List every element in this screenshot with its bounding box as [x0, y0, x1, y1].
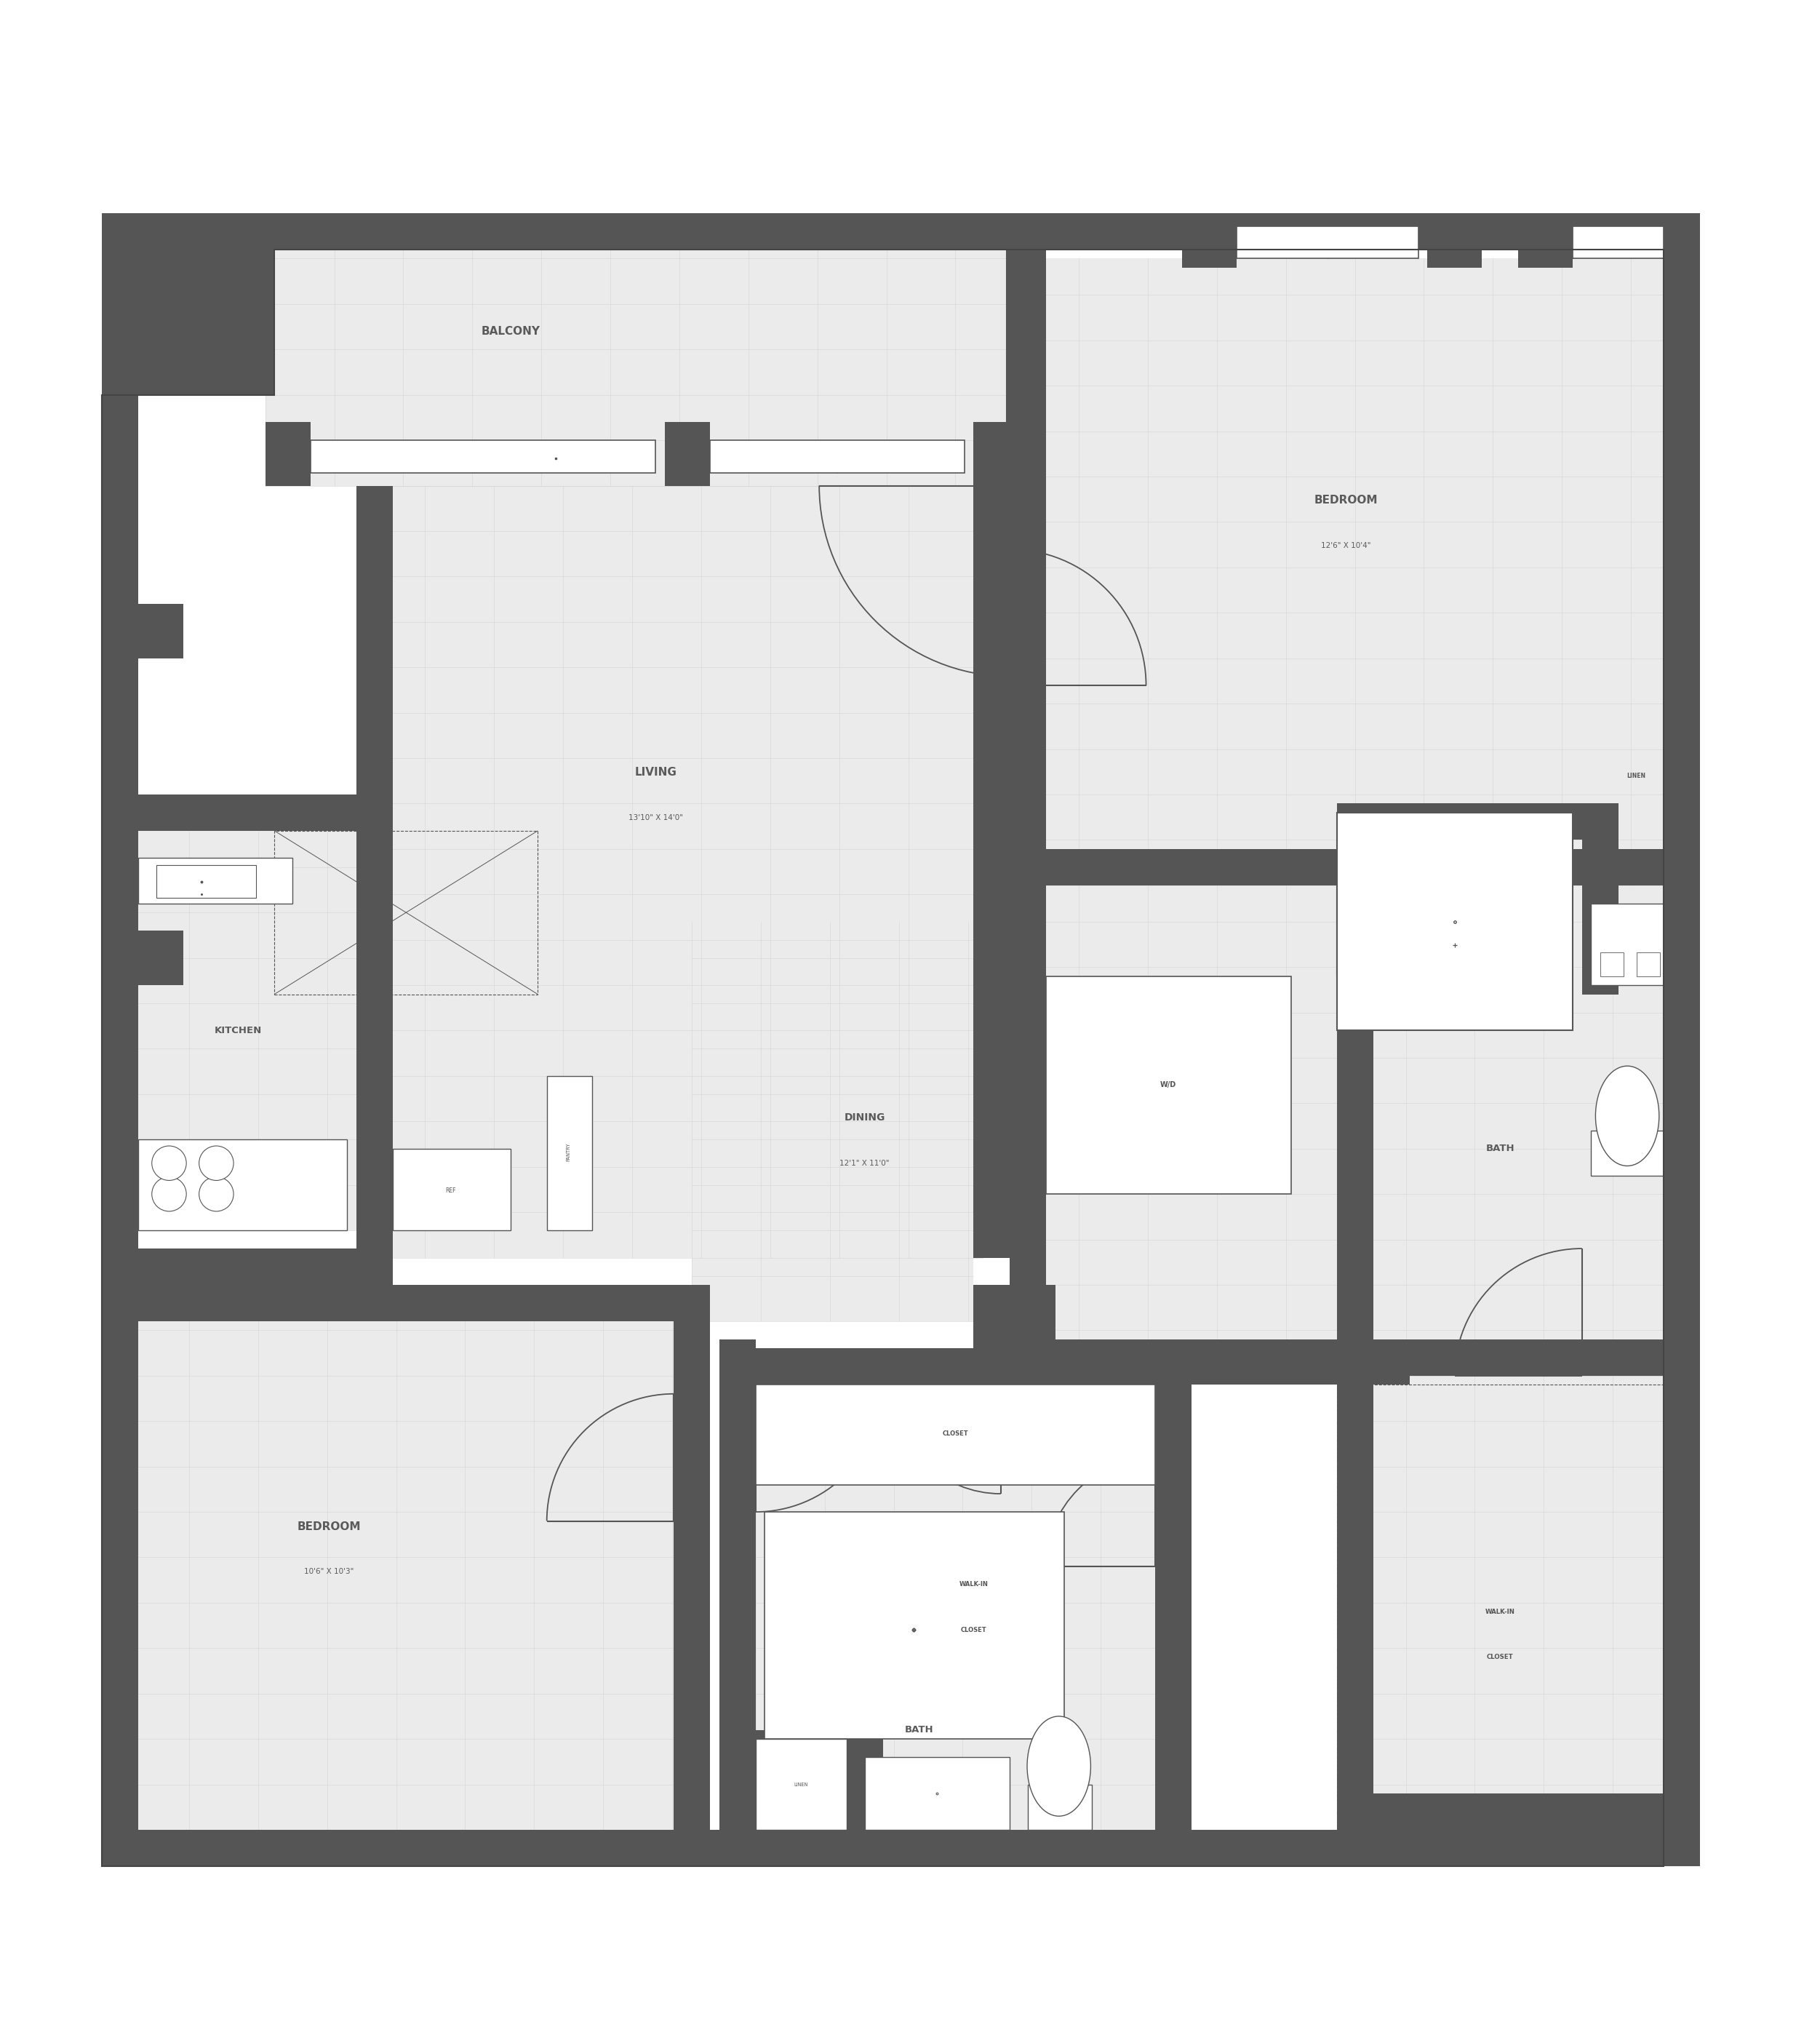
Bar — [266, 423, 311, 486]
Bar — [974, 1285, 1056, 1385]
Bar — [138, 1248, 393, 1285]
Bar — [764, 1512, 1065, 1739]
Bar — [1010, 249, 1046, 885]
Text: 12'6" X 10'4": 12'6" X 10'4" — [1321, 541, 1370, 550]
Text: WALK-IN: WALK-IN — [959, 1581, 988, 1587]
Text: PANTRY: PANTRY — [566, 1142, 571, 1162]
Bar — [1336, 1340, 1700, 1375]
Bar — [102, 1831, 1700, 1865]
Bar — [102, 1258, 184, 1312]
Bar — [102, 605, 184, 658]
Bar — [864, 1757, 1010, 1831]
Text: BALCONY: BALCONY — [480, 325, 541, 337]
Text: BATH: BATH — [905, 1724, 934, 1735]
Bar — [1010, 259, 1691, 885]
Bar — [138, 858, 293, 903]
Bar — [311, 441, 655, 474]
Text: 12'1" X 11'0": 12'1" X 11'0" — [839, 1160, 890, 1167]
Text: REF: REF — [446, 1187, 455, 1193]
Bar — [1336, 1385, 1663, 1831]
Bar — [1336, 803, 1372, 1375]
Bar — [1156, 1340, 1192, 1831]
Text: CLOSET: CLOSET — [961, 1626, 986, 1632]
Text: KITCHEN: KITCHEN — [215, 1026, 262, 1036]
Bar — [664, 423, 710, 486]
Bar — [974, 486, 1010, 1258]
Bar — [120, 832, 357, 1230]
Bar — [546, 1077, 592, 1230]
Bar — [102, 932, 184, 985]
Bar — [102, 249, 275, 394]
Bar — [157, 866, 257, 899]
Text: W/D: W/D — [1159, 1081, 1176, 1089]
Bar — [1582, 803, 1618, 995]
Bar — [1336, 1367, 1372, 1831]
Bar — [266, 249, 1010, 486]
Bar — [1336, 803, 1591, 840]
Bar — [1183, 212, 1238, 268]
Circle shape — [151, 1146, 186, 1181]
Bar — [357, 486, 393, 1258]
Bar — [1572, 227, 1663, 259]
Bar — [102, 212, 1700, 249]
Bar — [1046, 977, 1292, 1193]
Bar — [1663, 212, 1700, 1865]
Bar — [1518, 212, 1572, 268]
Text: 10'6" X 10'3": 10'6" X 10'3" — [304, 1569, 353, 1575]
Bar — [755, 1730, 792, 1831]
Text: 13'10" X 14'0": 13'10" X 14'0" — [628, 815, 682, 821]
Text: BEDROOM: BEDROOM — [1314, 494, 1378, 507]
Bar — [755, 1385, 1156, 1485]
Bar — [1336, 813, 1572, 1030]
Bar — [692, 921, 974, 1322]
Text: LIVING: LIVING — [635, 768, 677, 778]
Bar — [673, 1285, 710, 1831]
Bar — [1336, 1375, 1691, 1831]
Bar — [1591, 903, 1663, 985]
Text: DINING: DINING — [844, 1113, 885, 1124]
Ellipse shape — [1026, 1716, 1090, 1816]
Circle shape — [151, 1177, 186, 1211]
Text: CLOSET: CLOSET — [1487, 1655, 1514, 1661]
Text: BATH: BATH — [1485, 1144, 1514, 1154]
Bar — [1591, 1130, 1663, 1177]
Bar — [1010, 850, 1700, 885]
Text: WALK-IN: WALK-IN — [1485, 1608, 1514, 1616]
Bar — [1336, 885, 1691, 1375]
Text: BEDROOM: BEDROOM — [297, 1520, 360, 1532]
Bar — [1336, 1794, 1700, 1831]
Text: LINEN: LINEN — [794, 1781, 808, 1786]
Text: CLOSET: CLOSET — [943, 1430, 968, 1436]
Bar — [846, 1730, 883, 1831]
Bar — [1010, 885, 1046, 1375]
Bar — [1028, 1784, 1092, 1831]
Bar — [755, 1739, 846, 1831]
Bar — [393, 1148, 510, 1230]
Text: LINEN: LINEN — [1627, 772, 1645, 780]
Bar — [1238, 227, 1418, 259]
Bar — [1636, 952, 1660, 977]
Bar — [102, 212, 138, 1865]
Bar — [1010, 1340, 1372, 1375]
Circle shape — [198, 1146, 233, 1181]
Ellipse shape — [1596, 1066, 1660, 1167]
Bar — [1427, 212, 1481, 268]
Bar — [719, 1348, 1409, 1385]
Bar — [120, 1322, 673, 1831]
Bar — [1600, 952, 1623, 977]
Circle shape — [198, 1177, 233, 1211]
Bar — [755, 1375, 1156, 1831]
Bar — [138, 1285, 710, 1322]
Bar — [138, 1140, 348, 1230]
Bar — [138, 795, 393, 832]
Bar — [357, 486, 983, 1258]
Bar — [1010, 885, 1336, 1375]
Bar — [275, 832, 537, 995]
Bar — [755, 1448, 1156, 1485]
Bar — [974, 423, 1019, 486]
Bar — [719, 1340, 755, 1831]
Bar — [710, 441, 965, 474]
